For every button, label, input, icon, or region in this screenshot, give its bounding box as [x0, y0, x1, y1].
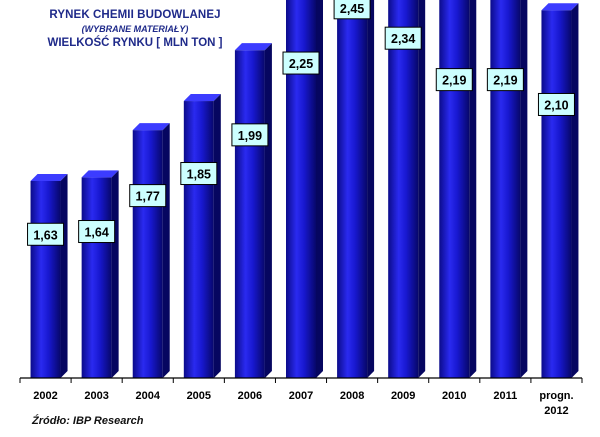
x-tick-label: 2011 [493, 390, 517, 402]
bar-side-face [213, 94, 221, 378]
data-label-text: 1,77 [136, 190, 160, 204]
data-labels-layer: 1,63 1,64 1,77 1,85 1,99 2,25 2,45 2,34 2,19 2,19… [27, 0, 575, 246]
data-label: 2,34 [384, 26, 422, 50]
chart-title-block: RYNEK CHEMII BUDOWLANEJ (WYBRANE MATERIA… [40, 8, 230, 51]
bar-top-face [30, 174, 68, 181]
bar-top-face [234, 43, 272, 51]
bar [337, 0, 368, 379]
data-label-box [231, 123, 269, 147]
data-label-text: 2,19 [493, 74, 517, 88]
bar-side-face [520, 0, 528, 378]
data-label-box [384, 26, 422, 50]
data-label-text: 2,34 [391, 32, 415, 46]
data-label-box [129, 184, 167, 208]
bar [388, 0, 419, 379]
bar [30, 181, 61, 378]
data-label-text: 2,10 [544, 98, 568, 112]
y-axis-label: WIELKOŚĆ RYNKU [ MLN TON ] [47, 37, 223, 49]
bar [234, 50, 265, 379]
data-label: 1,64 [78, 220, 116, 244]
data-label-text: 2,45 [340, 2, 364, 16]
data-label: 1,85 [180, 162, 218, 186]
data-label-box [27, 222, 65, 246]
data-label-text: 2,25 [289, 57, 313, 71]
chart-title: RYNEK CHEMII BUDOWLANEJ [49, 9, 221, 21]
bar-side-face [111, 170, 119, 378]
bar-side-face [162, 123, 170, 379]
data-label: 1,63 [27, 222, 65, 246]
x-tick-label: 2010 [442, 390, 466, 402]
bar-top-face [132, 123, 170, 131]
data-label-text: 2,19 [442, 74, 466, 88]
x-tick-label: 2007 [289, 390, 313, 402]
data-label: 2,10 [537, 92, 575, 116]
bar [81, 177, 112, 378]
bar [183, 101, 214, 378]
data-label-text: 1,64 [84, 226, 108, 240]
x-tick-label: 2008 [340, 390, 364, 402]
x-tick-label: 2009 [391, 390, 415, 402]
x-tick-label: 2003 [84, 390, 108, 402]
bar-side-face [316, 0, 323, 378]
bar-side-face [264, 43, 272, 379]
chart-subtitle: (WYBRANE MATERIAŁY) [81, 24, 189, 34]
data-label-text: 1,85 [187, 168, 211, 182]
bar [132, 130, 163, 378]
bar-side-face [418, 0, 426, 378]
x-tick-label: progn. [539, 390, 573, 402]
data-label: 2,19 [486, 68, 524, 92]
data-label-box [435, 68, 473, 92]
data-label: 2,45 [333, 0, 371, 20]
data-label-box [180, 162, 218, 186]
bar [439, 0, 470, 378]
data-label: 2,19 [435, 68, 473, 92]
data-label-box [537, 92, 575, 116]
data-label-text: 1,63 [33, 228, 57, 242]
x-axis: 2002 2003 2004 2005 2006 2007 2008 2009 2010 2011… [19, 377, 583, 417]
data-label: 1,99 [231, 123, 269, 147]
x-tick-label: 2004 [135, 390, 160, 402]
data-label-text: 1,99 [238, 129, 262, 143]
data-label: 2,25 [282, 51, 320, 75]
x-tick-label: 2006 [238, 390, 262, 402]
data-label-box [282, 51, 320, 75]
source-note: Źródło: IBP Research [32, 415, 144, 427]
data-label: 1,77 [129, 184, 167, 208]
bar-side-face [571, 3, 579, 379]
bar-top-face [183, 94, 221, 102]
data-label-box [486, 68, 524, 92]
x-tick-label: 2002 [33, 390, 57, 402]
bar [541, 10, 572, 379]
data-label-box [78, 220, 116, 244]
bar-top-face [541, 3, 579, 11]
bar [490, 0, 521, 378]
bar-side-face [469, 0, 477, 378]
data-label-box [333, 0, 371, 20]
bar-side-face [60, 174, 68, 378]
x-tick-label: 2012 [544, 405, 568, 417]
x-tick-label: 2005 [187, 390, 211, 402]
bar-side-face [367, 0, 375, 378]
bar-top-face [81, 170, 119, 178]
